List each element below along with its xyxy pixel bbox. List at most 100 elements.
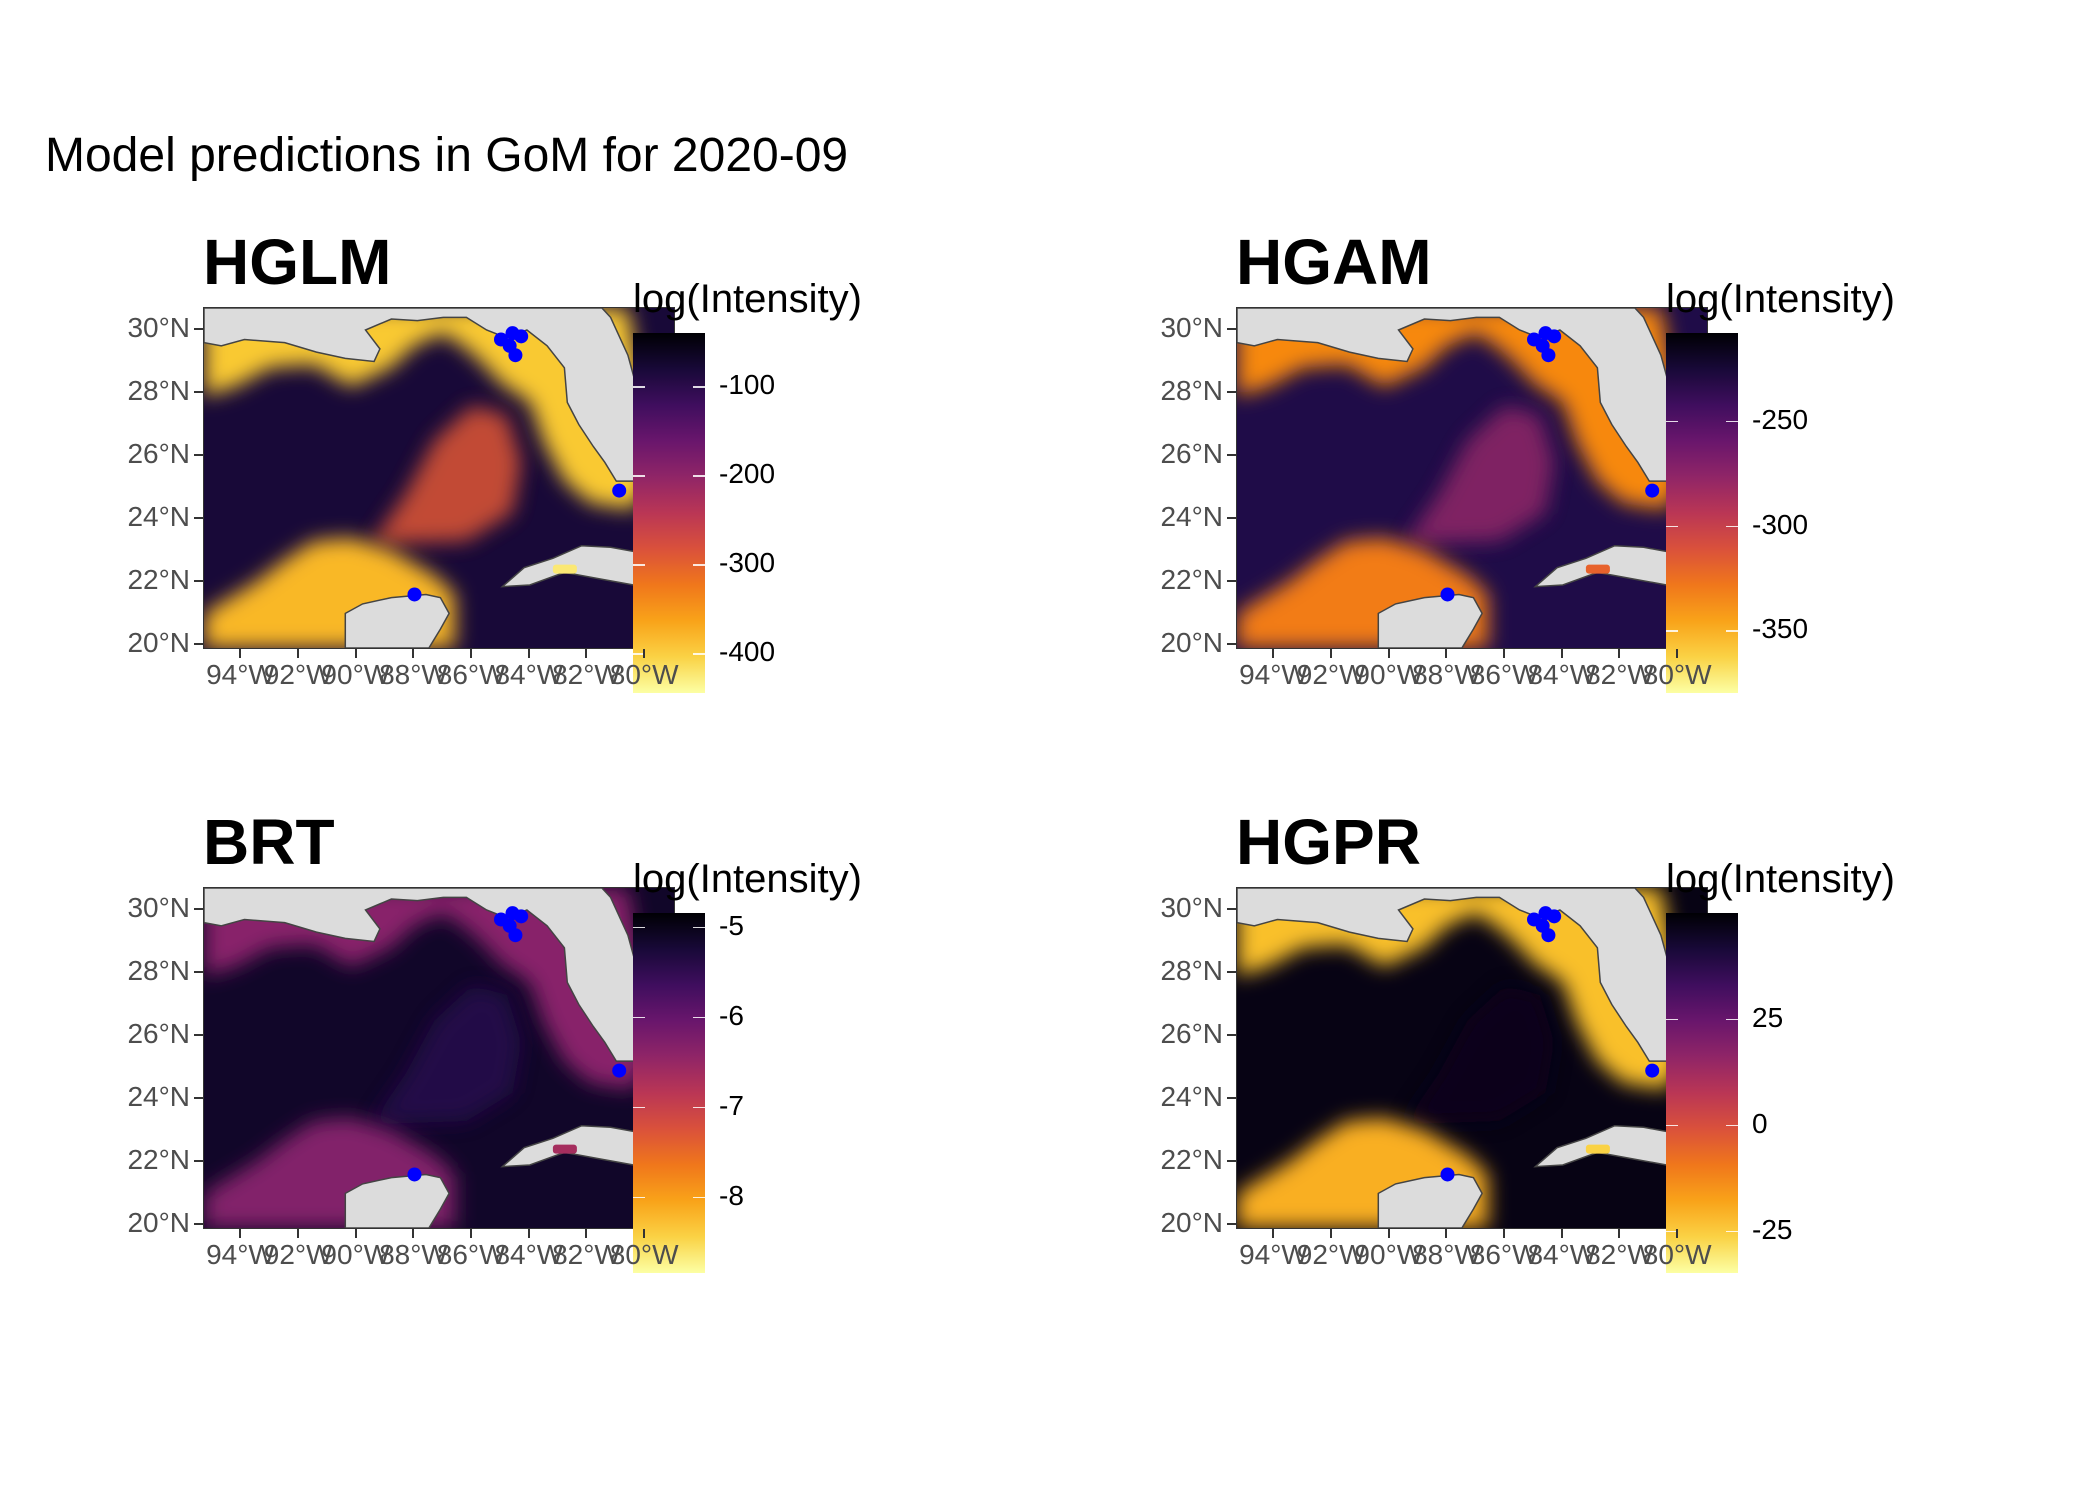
colorbar-tick-mark bbox=[633, 1106, 645, 1108]
x-tick-mark bbox=[1272, 649, 1275, 658]
y-tick-mark bbox=[194, 1222, 203, 1225]
y-tick-label: 28°N bbox=[127, 375, 190, 406]
y-tick-mark bbox=[1227, 642, 1236, 645]
colorbar-tick-mark bbox=[633, 1196, 645, 1198]
colorbar-tick-mark bbox=[1666, 1124, 1678, 1127]
y-tick-mark bbox=[1227, 971, 1236, 973]
x-tick-label: 88°W bbox=[1412, 1239, 1481, 1270]
x-tick-mark bbox=[527, 1229, 530, 1238]
map-canvas bbox=[204, 308, 674, 648]
colorbar-tick-label: -6 bbox=[719, 999, 744, 1031]
x-tick-label: 94°W bbox=[1239, 659, 1308, 690]
x-tick-mark bbox=[239, 1229, 242, 1238]
colorbar-tick-mark bbox=[693, 926, 705, 928]
x-tick-label: 88°W bbox=[379, 659, 448, 690]
y-tick-label: 30°N bbox=[127, 892, 190, 924]
colorbar-tick-label: 0 bbox=[1752, 1107, 1768, 1139]
x-tick-label: 94°W bbox=[1239, 1239, 1308, 1270]
y-tick-label: 24°N bbox=[127, 1080, 190, 1112]
colorbar-tick-mark bbox=[1666, 525, 1678, 528]
x-tick-mark bbox=[297, 649, 300, 658]
y-tick-mark bbox=[194, 1033, 203, 1036]
x-tick-mark bbox=[1618, 1229, 1621, 1238]
x-tick-mark bbox=[1503, 649, 1506, 658]
figure-title: Model predictions in GoM for 2020-09 bbox=[45, 129, 849, 182]
colorbar-tick-mark bbox=[693, 564, 705, 566]
x-tick-label: 86°W bbox=[436, 659, 506, 690]
y-tick-label: 26°N bbox=[1160, 1017, 1223, 1049]
x-tick-mark bbox=[1445, 649, 1448, 658]
x-tick-mark bbox=[1272, 1229, 1275, 1238]
observation-point bbox=[612, 1063, 627, 1078]
panel-title: HGAM bbox=[1236, 226, 1432, 298]
colorbar-tick-label: -300 bbox=[1752, 508, 1809, 540]
y-tick-label: 28°N bbox=[1160, 955, 1223, 986]
y-tick-mark bbox=[1227, 516, 1236, 519]
y-tick-label: 20°N bbox=[127, 1206, 190, 1238]
y-tick-mark bbox=[194, 516, 203, 519]
x-tick-mark bbox=[1330, 649, 1333, 658]
observation-point bbox=[1541, 928, 1556, 943]
colorbar-tick-label: -5 bbox=[719, 909, 744, 941]
x-tick-label: 82°W bbox=[1585, 1239, 1654, 1270]
x-tick-mark bbox=[585, 1229, 588, 1238]
northern-shelf-region bbox=[204, 308, 648, 510]
map-hgam bbox=[1236, 307, 1708, 649]
panel-title: HGPR bbox=[1236, 806, 1421, 878]
y-tick-mark bbox=[194, 579, 203, 582]
y-tick-label: 20°N bbox=[1160, 1206, 1223, 1238]
yucatan-landmass bbox=[1377, 593, 1483, 648]
legend-title: log(Intensity) bbox=[633, 857, 862, 901]
colorbar-tick-mark bbox=[693, 1106, 705, 1108]
y-tick-mark bbox=[1227, 328, 1236, 331]
map-hglm bbox=[203, 307, 675, 649]
observation-point bbox=[505, 326, 520, 341]
y-tick-label: 30°N bbox=[1160, 892, 1223, 924]
colorbar-tick-mark bbox=[1666, 420, 1678, 423]
loop-current-region bbox=[371, 985, 522, 1125]
observation-point bbox=[612, 483, 627, 498]
colorbar-tick-mark bbox=[1666, 1230, 1678, 1233]
x-tick-mark bbox=[585, 649, 588, 658]
x-tick-label: 84°W bbox=[1527, 1239, 1597, 1270]
y-tick-mark bbox=[194, 453, 203, 456]
x-tick-mark bbox=[1676, 649, 1679, 658]
y-tick-label: 30°N bbox=[1160, 312, 1223, 344]
observation-point bbox=[1541, 348, 1556, 363]
colorbar-tick-mark bbox=[693, 1016, 705, 1018]
y-tick-label: 24°N bbox=[127, 500, 190, 532]
colorbar-tick-mark bbox=[1726, 1124, 1738, 1127]
x-tick-mark bbox=[1445, 1229, 1448, 1238]
x-tick-mark bbox=[354, 649, 357, 658]
observation-point bbox=[1440, 1167, 1455, 1182]
colorbar-hglm bbox=[633, 333, 705, 693]
x-tick-label: 82°W bbox=[552, 659, 621, 690]
x-tick-label: 94°W bbox=[206, 659, 275, 690]
observation-point bbox=[508, 348, 523, 363]
x-tick-mark bbox=[1676, 1229, 1679, 1238]
y-tick-label: 26°N bbox=[127, 1017, 190, 1049]
x-tick-label: 88°W bbox=[1412, 659, 1481, 690]
cuba-coastal-highlight bbox=[552, 564, 577, 574]
x-tick-mark bbox=[354, 1229, 357, 1238]
colorbar-tick-mark bbox=[1726, 1018, 1738, 1021]
y-tick-mark bbox=[1227, 908, 1236, 911]
northern-shelf-region bbox=[1237, 308, 1681, 510]
colorbar-tick-mark bbox=[1666, 630, 1678, 632]
colorbar-tick-label: -400 bbox=[719, 636, 776, 667]
colorbar-tick-label: 25 bbox=[1752, 1001, 1784, 1033]
x-tick-label: 82°W bbox=[1585, 659, 1654, 690]
x-tick-mark bbox=[470, 649, 473, 658]
x-tick-label: 92°W bbox=[1296, 659, 1366, 690]
map-hgpr bbox=[1236, 887, 1708, 1229]
x-tick-label: 80°W bbox=[609, 659, 679, 690]
map-canvas bbox=[204, 888, 674, 1228]
x-tick-mark bbox=[412, 1229, 415, 1238]
colorbar-tick-mark bbox=[693, 653, 705, 655]
y-tick-label: 28°N bbox=[127, 955, 190, 986]
observation-point bbox=[1538, 326, 1553, 341]
y-tick-label: 26°N bbox=[127, 437, 190, 469]
cuba-coastal-highlight bbox=[552, 1144, 577, 1154]
colorbar-tick-label: -350 bbox=[1752, 613, 1809, 645]
cuba-coastal-highlight bbox=[1585, 1144, 1610, 1154]
